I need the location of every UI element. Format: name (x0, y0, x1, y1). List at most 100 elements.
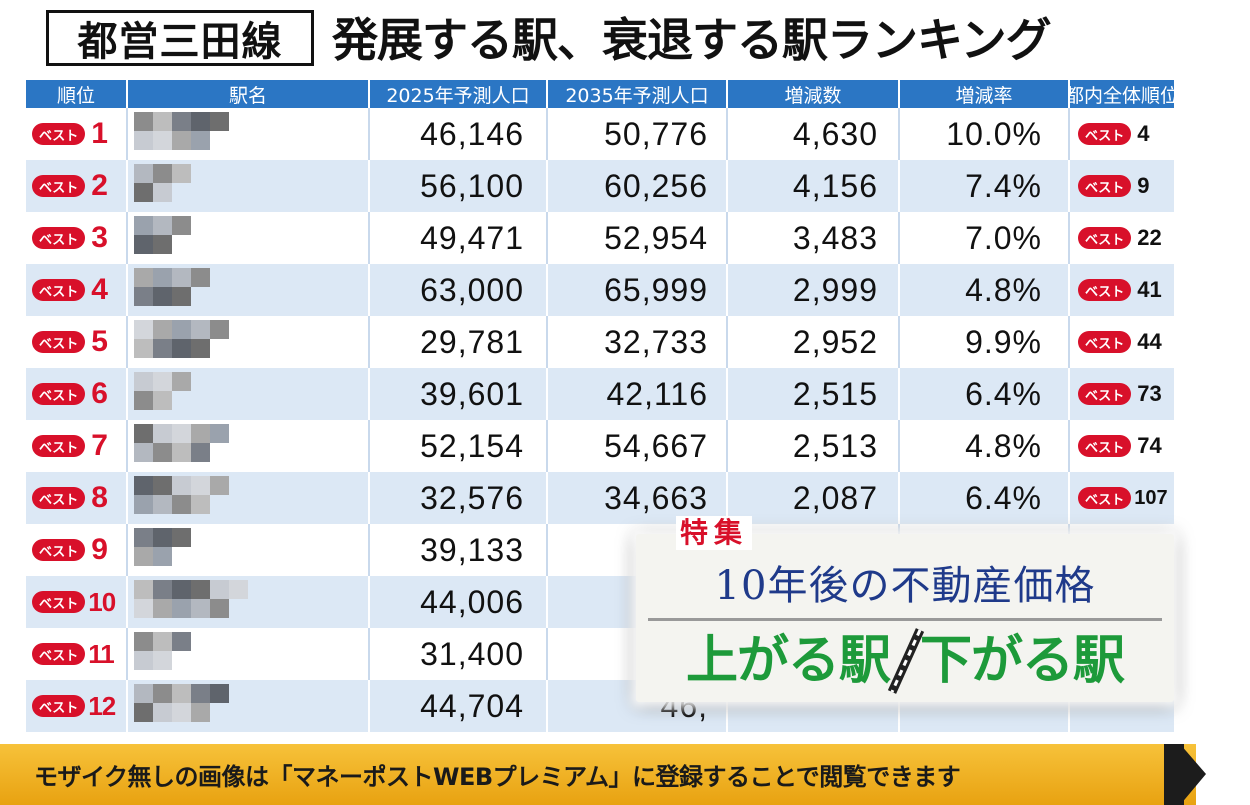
rank-cell: ベスト 9 (26, 524, 128, 576)
rank-cell: ベスト 11 (26, 628, 128, 680)
overall-cell: ベスト 9 (1070, 160, 1174, 212)
best-badge: ベスト (32, 383, 86, 405)
change-cell (728, 680, 900, 732)
rank-number: 1 (91, 117, 108, 150)
station-name-mosaic (134, 268, 267, 306)
station-name-cell (128, 472, 370, 524)
rate-value: 7.4% (965, 167, 1042, 204)
rank-cell: ベスト 5 (26, 316, 128, 368)
table-row: ベスト 5 29,781 32,733 2,952 9.9% ベスト 44 (26, 316, 1174, 368)
overall-rank: 74 (1137, 433, 1162, 458)
banner-label: 特集 (676, 516, 753, 550)
pop2025-cell: 63,000 (370, 264, 548, 316)
table-row: ベスト 12 44,704 46, (26, 680, 1174, 732)
overall-cell: ベスト 74 (1070, 420, 1174, 472)
pop2025-value: 39,601 (420, 375, 524, 412)
change-value: 4,630 (792, 115, 878, 152)
station-name-mosaic (134, 528, 267, 566)
pop2025-value: 56,100 (420, 167, 524, 204)
header-pop2035: 2035年予測人口 (548, 80, 728, 108)
pop2025-cell: 49,471 (370, 212, 548, 264)
footer-banner[interactable]: モザイク無しの画像は「マネーポストWEBプレミアム」に登録することで閲覧できます (0, 744, 1250, 805)
station-name-mosaic (134, 476, 267, 514)
rank-cell: ベスト 6 (26, 368, 128, 420)
rail-slash-icon (887, 626, 925, 696)
pop2025-value: 44,006 (420, 583, 524, 620)
table-body: ベスト 1 46,146 50,776 4,630 10.0% ベスト 4 ベスト 2 56,100… (26, 108, 1174, 732)
pop2025-cell: 46,146 (370, 108, 548, 160)
station-name-cell (128, 212, 370, 264)
change-value: 2,513 (792, 427, 878, 464)
footer-text: モザイク無しの画像は「マネーポストWEBプレミアム」に登録することで閲覧できます (34, 763, 961, 791)
rate-value: 6.4% (965, 479, 1042, 516)
rate-value: 9.9% (965, 323, 1042, 360)
best-badge: ベスト (32, 695, 86, 717)
best-badge: ベスト (32, 227, 86, 249)
overall-cell: ベスト 107 (1070, 472, 1174, 524)
pop2035-cell: 32,733 (548, 316, 728, 368)
overall-rank: 73 (1137, 381, 1162, 406)
table-row: ベスト 2 56,100 60,256 4,156 7.4% ベスト 9 (26, 160, 1174, 212)
station-name-mosaic (134, 684, 267, 722)
pop2035-value: 52,954 (604, 219, 708, 256)
pop2025-value: 39,133 (420, 531, 524, 568)
pop2035-cell: 50,776 (548, 108, 728, 160)
header-rank: 順位 (26, 80, 128, 108)
pop2025-value: 49,471 (420, 219, 524, 256)
station-name-mosaic (134, 320, 267, 358)
best-badge: ベスト (1078, 227, 1132, 249)
change-value: 2,999 (792, 271, 878, 308)
pop2035-value: 54,667 (604, 427, 708, 464)
change-cell: 2,999 (728, 264, 900, 316)
pop2035-value: 65,999 (604, 271, 708, 308)
banner-divider (648, 618, 1162, 621)
pop2025-cell: 29,781 (370, 316, 548, 368)
pop2025-value: 29,781 (420, 323, 524, 360)
pop2025-cell: 32,576 (370, 472, 548, 524)
station-name-mosaic (134, 216, 267, 254)
pop2025-value: 44,704 (420, 687, 524, 724)
pop2035-cell: 60,256 (548, 160, 728, 212)
pop2025-cell: 44,704 (370, 680, 548, 732)
rate-value: 10.0% (946, 115, 1042, 152)
best-badge: ベスト (1078, 331, 1132, 353)
overall-rank: 22 (1137, 225, 1162, 250)
station-name-cell (128, 576, 370, 628)
header-overall: 都内全体順位 (1070, 84, 1174, 107)
best-badge: ベスト (32, 539, 86, 561)
rate-cell: 7.0% (900, 212, 1070, 264)
best-badge: ベスト (32, 175, 86, 197)
header-change: 増減数 (728, 80, 900, 108)
rate-cell: 4.8% (900, 420, 1070, 472)
pop2035-cell: 34,663 (548, 472, 728, 524)
header-rate: 増減率 (900, 80, 1070, 108)
line-name: 都営三田線 (77, 19, 283, 65)
station-name-cell (128, 368, 370, 420)
change-cell: 4,630 (728, 108, 900, 160)
rate-cell: 6.4% (900, 368, 1070, 420)
station-name-mosaic (134, 580, 267, 618)
table-row: ベスト 3 49,471 52,954 3,483 7.0% ベスト 22 (26, 212, 1174, 264)
page-title: 発展する駅、衰退する駅ランキング (332, 13, 1052, 67)
rank-cell: ベスト 2 (26, 160, 128, 212)
rank-number: 4 (91, 273, 108, 306)
pop2025-cell: 56,100 (370, 160, 548, 212)
pop2035-value: 50,776 (604, 115, 708, 152)
overall-cell: ベスト 44 (1070, 316, 1174, 368)
rank-cell: ベスト 12 (26, 680, 128, 732)
pop2025-cell: 39,133 (370, 524, 548, 576)
rank-number: 2 (91, 169, 108, 202)
rate-cell: 4.8% (900, 264, 1070, 316)
pop2025-value: 52,154 (420, 427, 524, 464)
overall-rank: 4 (1137, 121, 1150, 146)
change-value: 2,515 (792, 375, 878, 412)
overall-rank: 41 (1137, 277, 1162, 302)
rank-number: 11 (88, 638, 114, 669)
pop2025-value: 46,146 (420, 115, 524, 152)
pop2025-cell: 31,400 (370, 628, 548, 680)
station-name-mosaic (134, 112, 267, 150)
feature-banner[interactable]: 特集 10年後の不動産価格 上がる駅 下がる駅 (636, 512, 1174, 702)
rank-number: 3 (91, 221, 108, 254)
rank-number: 7 (91, 429, 108, 462)
best-badge: ベスト (32, 643, 86, 665)
